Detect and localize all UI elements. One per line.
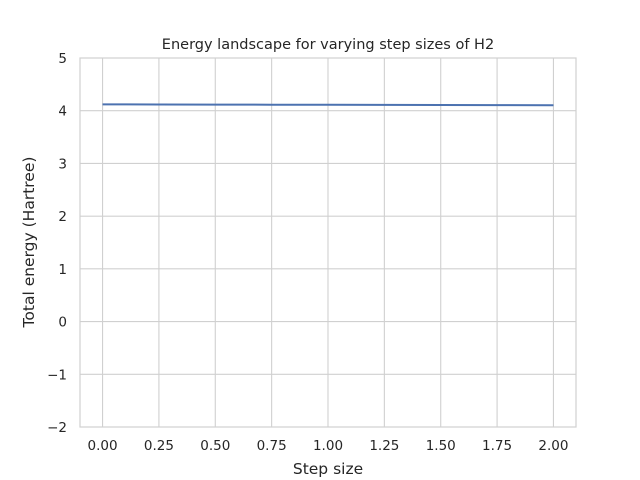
x-tick-label: 1.50 [426,438,456,454]
x-tick-label: 1.75 [482,438,512,454]
x-tick-label: 1.00 [313,438,343,454]
energy-series-line [102,103,554,107]
y-axis-label: Total energy (Hartree) [20,157,38,329]
y-tick-label: 2 [58,209,67,225]
y-tick-label: 5 [58,51,67,67]
y-tick-label: −1 [47,367,67,383]
y-tick-label: −2 [47,420,67,436]
x-tick-label: 0.25 [144,438,174,454]
y-tick-label: 1 [58,262,67,278]
grid-lines [80,57,576,428]
x-axis-label: Step size [293,460,363,478]
series-layer [102,103,554,107]
x-tick-label: 1.25 [369,438,399,454]
y-tick-label: 4 [58,104,67,120]
y-tick-labels: −2 −1 0 1 2 3 4 5 [47,51,67,436]
x-tick-label: 2.00 [538,438,568,454]
y-tick-label: 3 [58,156,67,172]
x-tick-label: 0.00 [88,438,118,454]
x-tick-labels: 0.00 0.25 0.50 0.75 1.00 1.25 1.50 1.75 2.00 [88,438,569,454]
chart-title: Energy landscape for varying step sizes … [162,37,494,53]
y-tick-label: 0 [58,315,67,331]
x-tick-label: 0.50 [200,438,230,454]
plot-frame [79,57,577,428]
x-tick-label: 0.75 [257,438,287,454]
